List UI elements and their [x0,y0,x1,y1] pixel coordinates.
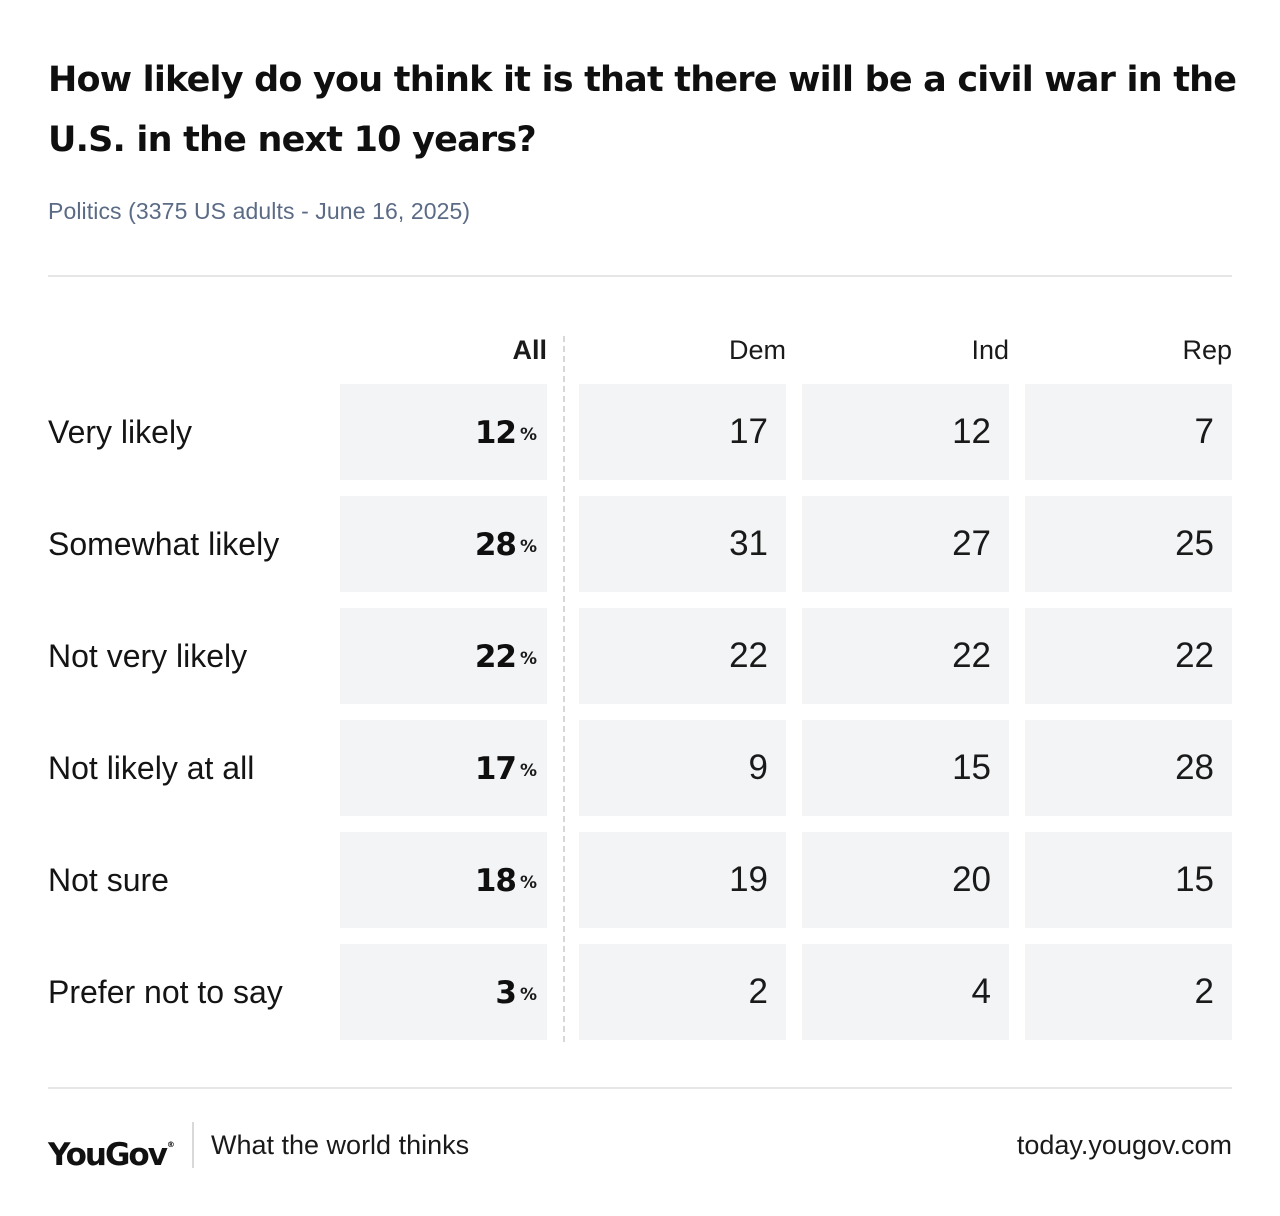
table-cell-dem: 31 [579,496,786,592]
table-cell-all: 12% [340,384,547,480]
table-cell-rep: 7 [1025,384,1232,480]
table-cell-dem: 17 [579,384,786,480]
table-cell-all: 18% [340,832,547,928]
chart-subtitle: Politics (3375 US adults - June 16, 2025… [48,198,471,224]
cell-value: 28 [474,527,517,563]
cell-value: 19 [729,860,768,899]
cell-value: 4 [971,972,991,1011]
table-cell-rep: 25 [1025,496,1232,592]
logo-registered-mark: ® [166,1140,175,1149]
table-cell-rep: 22 [1025,608,1232,704]
table-cell-dem: 9 [579,720,786,816]
cell-value: 27 [952,524,991,563]
column-header-ind: Ind [971,335,1009,365]
cell-value: 22 [474,639,517,675]
cell-value: 3 [495,975,517,1011]
table-cell-ind: 12 [802,384,1009,480]
column-header-dem: Dem [728,335,786,365]
percent-sign: % [519,649,537,669]
cell-value: 2 [1194,972,1214,1011]
percent-sign: % [519,537,537,557]
logo-text: YouGov [48,1137,168,1173]
table-cell-dem: 22 [579,608,786,704]
column-header-rep: Rep [1182,335,1232,365]
cell-value: 7 [1194,412,1214,451]
percent-sign: % [519,761,537,781]
table-cell-ind: 20 [802,832,1009,928]
cell-value: 22 [952,636,991,675]
top-divider [48,275,1232,277]
table-cell-all: 28% [340,496,547,592]
footer-site-link[interactable]: today.yougov.com [1016,1130,1232,1160]
table-cell-all: 17% [340,720,547,816]
table-cell-rep: 2 [1025,944,1232,1040]
table-cell-all: 22% [340,608,547,704]
cell-value: 22 [729,636,768,675]
table-cell-dem: 19 [579,832,786,928]
table-cell-rep: 28 [1025,720,1232,816]
cell-value: 12 [952,412,991,451]
bottom-divider [48,1087,1232,1089]
chart-title: How likely do you think it is that there… [48,60,1237,160]
cell-value: 15 [1175,860,1214,899]
cell-value: 2 [748,972,768,1011]
cell-value: 17 [729,412,768,451]
footer-separator [192,1122,194,1168]
percent-sign: % [519,985,537,1005]
table-cell-all: 3% [340,944,547,1040]
cell-value: 15 [952,748,991,787]
table-cell-rep: 15 [1025,832,1232,928]
percent-sign: % [519,425,537,445]
row-label: Prefer not to say [48,974,283,1010]
footer-tagline: What the world thinks [211,1130,470,1160]
yougov-logo: YouGov® [48,1124,175,1173]
table-cell-ind: 4 [802,944,1009,1040]
table-cell-ind: 27 [802,496,1009,592]
cell-value: 17 [474,751,517,787]
row-label: Somewhat likely [48,526,280,562]
cell-value: 9 [748,748,768,787]
cell-value: 25 [1175,524,1214,563]
table-cell-ind: 15 [802,720,1009,816]
cell-value: 28 [1175,748,1214,787]
cell-value: 31 [729,524,768,563]
row-label: Not very likely [48,638,248,674]
cell-value: 18 [474,863,517,899]
all-column-divider [563,336,565,1042]
row-label: Not sure [48,862,169,898]
row-label: Very likely [48,414,193,450]
cell-value: 22 [1175,636,1214,675]
table-cell-ind: 22 [802,608,1009,704]
cell-value: 12 [474,415,517,451]
percent-sign: % [519,873,537,893]
column-header-all: All [512,335,547,365]
table-cell-dem: 2 [579,944,786,1040]
cell-value: 20 [952,860,991,899]
row-label: Not likely at all [48,750,255,786]
